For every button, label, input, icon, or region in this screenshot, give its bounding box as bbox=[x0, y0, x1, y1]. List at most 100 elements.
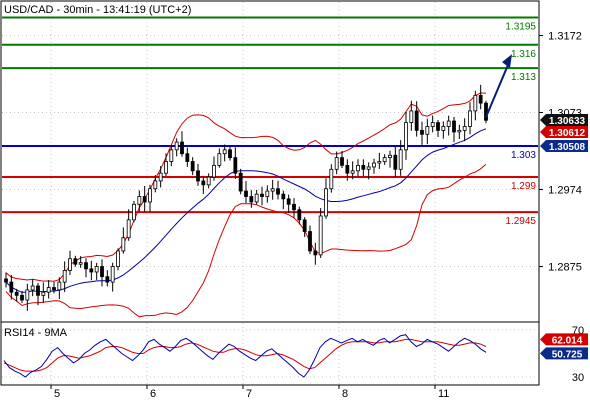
level-label-1.316: 1.316 bbox=[511, 49, 536, 60]
candle-body bbox=[36, 285, 40, 296]
candle-body bbox=[132, 203, 136, 221]
candle-body bbox=[286, 198, 291, 205]
candle-body bbox=[121, 237, 126, 252]
candle-body bbox=[89, 268, 94, 273]
candle-body bbox=[164, 161, 168, 174]
candle-body bbox=[436, 122, 440, 131]
candle-body bbox=[292, 203, 296, 211]
rsi-panel bbox=[3, 334, 487, 378]
bollinger-layer bbox=[5, 92, 487, 318]
candle-body bbox=[308, 231, 312, 252]
candle-body bbox=[217, 153, 222, 166]
candle-body bbox=[137, 196, 142, 205]
candle-body bbox=[468, 110, 472, 127]
candle-body bbox=[212, 164, 216, 178]
candle-body bbox=[94, 266, 99, 273]
candle-body bbox=[270, 188, 275, 192]
candle-body bbox=[25, 289, 30, 301]
candle-body bbox=[84, 262, 88, 270]
level-label-1.3195: 1.3195 bbox=[505, 22, 536, 33]
candle-body bbox=[414, 110, 419, 131]
candle-body bbox=[148, 188, 152, 203]
candle-body bbox=[185, 153, 190, 162]
level-label-1.313: 1.313 bbox=[511, 72, 536, 83]
rsi-tag-red-label: 62.014 bbox=[552, 335, 583, 346]
candle-body bbox=[158, 172, 163, 182]
candle-body bbox=[345, 164, 350, 174]
candle-body bbox=[324, 188, 328, 217]
candle-body bbox=[249, 196, 254, 203]
candle-body bbox=[233, 157, 238, 174]
candle-body bbox=[478, 94, 483, 104]
candle-body bbox=[297, 209, 302, 221]
candle-body bbox=[73, 258, 78, 265]
x-tick-label: 7 bbox=[246, 388, 252, 400]
candle-body bbox=[302, 219, 307, 232]
candle-body bbox=[206, 176, 211, 186]
candle-body bbox=[388, 154, 392, 159]
candle-body bbox=[265, 190, 270, 197]
bollinger-lower-band bbox=[5, 163, 487, 318]
projection-arrow-head bbox=[502, 54, 512, 69]
candle-layer bbox=[4, 84, 488, 311]
candle-body bbox=[100, 266, 104, 278]
price-tag-red-bg bbox=[540, 126, 588, 139]
candle-body bbox=[425, 126, 430, 135]
moving-average-line bbox=[5, 128, 487, 293]
level-label-1.303: 1.303 bbox=[511, 150, 536, 161]
candle-body bbox=[473, 94, 478, 112]
candle-body bbox=[393, 154, 398, 170]
candle-body bbox=[318, 215, 323, 256]
candle-body bbox=[180, 141, 184, 155]
candle-body bbox=[244, 190, 248, 197]
bollinger-upper-band bbox=[5, 92, 487, 282]
price-tag-blue-label: 1.30508 bbox=[549, 142, 586, 153]
candle-body bbox=[142, 196, 147, 203]
candle-body bbox=[126, 219, 131, 239]
candle-body bbox=[153, 180, 158, 190]
price-tag-dark-label: 1.30633 bbox=[549, 116, 586, 127]
candle-body bbox=[334, 157, 339, 170]
rsi-ma-line bbox=[3, 338, 487, 372]
candle-body bbox=[46, 287, 51, 293]
candle-body bbox=[356, 164, 360, 172]
y-tick-label: 1.2974 bbox=[548, 185, 582, 197]
level-label-1.299: 1.299 bbox=[511, 181, 536, 192]
rsi-label: RSI14 - 9MA bbox=[4, 327, 68, 339]
candle-body bbox=[441, 126, 446, 131]
candle-body bbox=[201, 180, 206, 186]
candle-body bbox=[174, 141, 179, 151]
candle-body bbox=[430, 122, 435, 127]
candle-body bbox=[484, 102, 488, 121]
price-tag-red-label: 1.30612 bbox=[549, 128, 586, 139]
x-tick-label: 11 bbox=[438, 388, 449, 400]
candle-body bbox=[254, 193, 259, 203]
candle-body bbox=[52, 287, 56, 291]
candle-body bbox=[105, 276, 110, 283]
candle-body bbox=[116, 250, 120, 267]
candle-body bbox=[281, 193, 286, 200]
rsi-tag-blue-bg bbox=[540, 347, 588, 360]
rsi-tag-blue-label: 50.725 bbox=[552, 349, 583, 360]
candle-body bbox=[372, 162, 376, 168]
candle-body bbox=[398, 149, 403, 170]
rsi-line bbox=[3, 334, 487, 378]
candle-body bbox=[62, 270, 67, 283]
candle-body bbox=[366, 166, 371, 170]
candle-body bbox=[228, 149, 232, 159]
candle-body bbox=[420, 129, 424, 135]
frame-layer bbox=[0, 0, 540, 386]
candle-body bbox=[260, 193, 264, 197]
candle-body bbox=[457, 129, 462, 133]
candle-body bbox=[9, 281, 14, 293]
candle-body bbox=[68, 258, 72, 271]
candle-body bbox=[169, 149, 174, 162]
rsi-panel-frame bbox=[0, 321, 540, 386]
candle-body bbox=[404, 122, 408, 151]
rsi-tick-label: 30 bbox=[572, 372, 584, 384]
chart-title: USD/CAD - 30min - 13:41:19 (UTC+2) bbox=[4, 4, 191, 16]
candle-body bbox=[190, 161, 195, 172]
